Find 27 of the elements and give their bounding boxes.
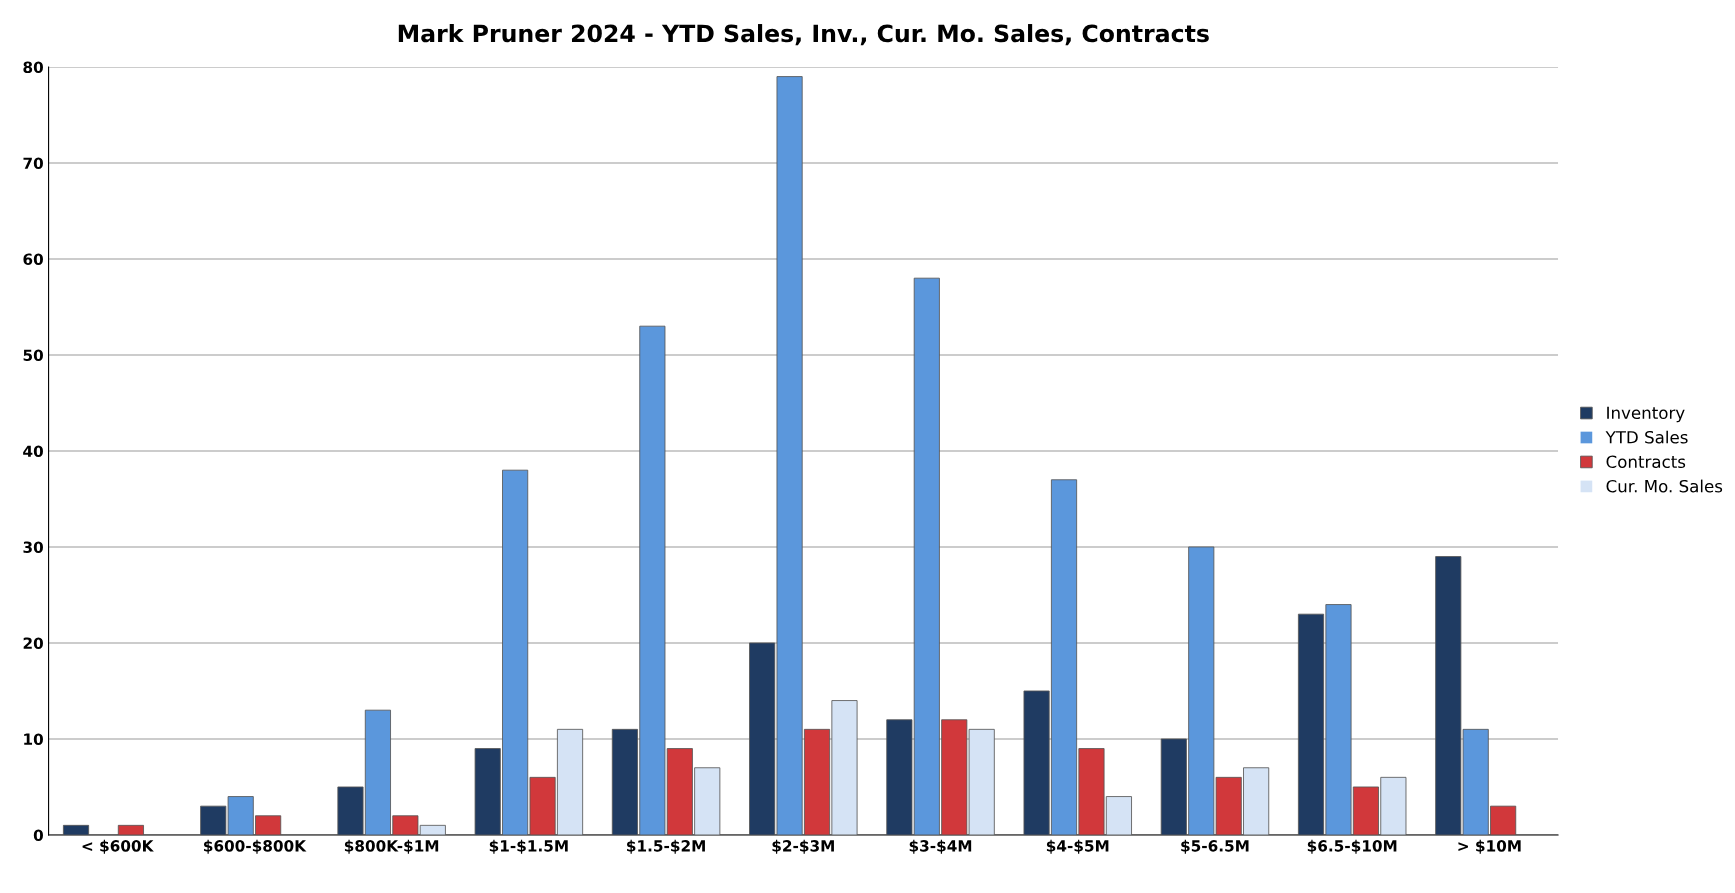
x-tick-label: < $600K [82,839,154,854]
y-tick-label: 50 [23,349,43,361]
legend-label: YTD Sales [1605,430,1688,444]
x-tick-label: > $10M [1458,839,1521,854]
y-tick-label: 0 [33,829,43,841]
legend-label: Inventory [1607,406,1685,423]
x-tick-label: $3-$4M [909,839,972,854]
x-tick-label: $4-$5M [1046,839,1109,854]
y-tick-label: 20 [23,637,43,649]
y-tick-label: 80 [23,61,43,73]
x-tick-label: $1.5-$2M [627,839,705,854]
chart-title: Mark Pruner 2024 - YTD Sales, Inv., Cur. Mo. Sales, Contracts [398,24,1209,46]
x-tick-label: $600-$800K [204,839,307,854]
x-tick-label: $1-$1.5M [489,839,568,854]
y-tick-label: 40 [23,445,43,457]
y-tick-label: 30 [23,541,43,553]
bar [62,824,90,835]
y-tick-label: 70 [23,157,43,169]
legend-label: Cur. Mo. Sales [1606,479,1723,493]
x-tick-label: $5-6.5M [1181,839,1249,854]
bar [117,824,144,835]
x-tick-label: $800K-$1M [344,839,439,854]
x-tick-label: $6.5-$10M [1307,839,1397,854]
x-tick-label: $2-$3M [772,839,834,854]
y-tick-label: 10 [24,733,43,745]
y-tick-label: 60 [23,253,43,265]
legend-label: Contracts [1606,455,1686,469]
